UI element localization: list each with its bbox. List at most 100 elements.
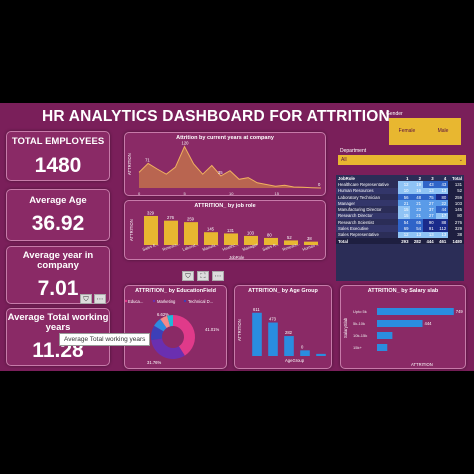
salary-slab-bar-chart: SalarySlab ATTRITION Upto 5k 749 5k-10k 444… bbox=[343, 308, 463, 367]
filter-icon[interactable]: ⛉ bbox=[80, 294, 92, 304]
bar[interactable] bbox=[377, 332, 393, 339]
value-cell: 21 bbox=[410, 200, 424, 207]
chart-title: ATTRITION_ by Salary slab bbox=[367, 288, 439, 294]
age-group-chart-panel[interactable]: ATTRITION_ by Age Group ATTRITION AgeGro… bbox=[234, 285, 332, 369]
column-header: 3 bbox=[423, 175, 436, 182]
bar[interactable] bbox=[316, 353, 326, 356]
tick-label: Manager bbox=[242, 242, 259, 252]
years-chart-panel[interactable]: Attrition by current years at company AT… bbox=[124, 132, 326, 196]
salary-slab-chart-panel[interactable]: ATTRITION_ by Salary slab SalarySlab ATT… bbox=[340, 285, 466, 369]
table-row[interactable]: Laboratory Technician 56 48 75 80 259 bbox=[336, 193, 464, 201]
column-header: 2 bbox=[410, 175, 424, 182]
data-label: 71 bbox=[145, 157, 150, 162]
table-row[interactable]: Manufacturing Director 15 23 37 44 145 bbox=[336, 206, 464, 213]
value-cell: 54 bbox=[410, 225, 424, 232]
donut-slice[interactable] bbox=[151, 338, 185, 359]
job-role-cell: Manager bbox=[336, 200, 398, 207]
education-chart-panel[interactable]: ATTRITION_ by EducationField Educa... Ma… bbox=[124, 285, 227, 369]
value-cell: 56 bbox=[397, 193, 411, 201]
focus-mode-icon[interactable]: ⛶ bbox=[197, 271, 209, 281]
data-label: 120 bbox=[182, 140, 190, 145]
chart-title: ATTRITION_ by EducationField bbox=[135, 288, 216, 294]
bar[interactable] bbox=[284, 240, 298, 245]
data-label: 0 bbox=[318, 182, 321, 187]
bar[interactable] bbox=[377, 344, 388, 351]
more-options-icon[interactable]: ⋯ bbox=[94, 294, 106, 304]
kpi-label: years bbox=[45, 322, 71, 333]
axis-label: SalarySlab bbox=[343, 317, 348, 338]
kpi-label: Average Age bbox=[29, 195, 87, 206]
column-header: 4 bbox=[435, 175, 449, 182]
more-options-icon[interactable]: ⋯ bbox=[212, 271, 224, 281]
table-row[interactable]: Sales Executive 69 54 91 112 329 bbox=[336, 225, 464, 232]
total-cell: 461 bbox=[439, 238, 447, 244]
kpi-average-age[interactable]: Average Age 36.92 bbox=[6, 189, 110, 241]
tick-label: Sales E... bbox=[142, 241, 160, 252]
value-cell: 12 bbox=[397, 231, 411, 238]
kpi-average-year[interactable]: Average year in company 7.01 bbox=[6, 246, 110, 304]
value-cell: 54 bbox=[397, 219, 411, 226]
bar[interactable] bbox=[377, 320, 423, 327]
data-label: 52 bbox=[287, 235, 292, 240]
column-header: 1 bbox=[397, 175, 411, 182]
gender-male-button[interactable]: Male bbox=[425, 118, 461, 145]
tooltip: Average Total working years bbox=[59, 333, 151, 346]
donut-slice[interactable] bbox=[173, 315, 195, 356]
value-cell: 21 bbox=[397, 200, 411, 207]
gender-female-button[interactable]: Female bbox=[389, 118, 425, 145]
total-cell: 444 bbox=[426, 238, 434, 244]
donut-slice[interactable] bbox=[151, 325, 164, 341]
value-cell: 37 bbox=[423, 206, 436, 213]
bar[interactable] bbox=[284, 336, 294, 356]
donut-slice[interactable] bbox=[154, 319, 167, 332]
legend-dot bbox=[152, 299, 156, 303]
kpi-value: 36.92 bbox=[31, 212, 85, 235]
tick-label: 0 bbox=[138, 191, 141, 196]
data-label: 259 bbox=[187, 217, 195, 222]
tick-label: 5k-10k bbox=[353, 321, 365, 326]
value-cell: 103 bbox=[448, 200, 464, 207]
bar[interactable] bbox=[252, 312, 262, 356]
axis-label: AgeGroup bbox=[285, 358, 305, 363]
department-dropdown[interactable]: All ⌄ bbox=[338, 155, 466, 165]
value-cell: 80 bbox=[435, 193, 449, 201]
bar[interactable] bbox=[224, 233, 238, 245]
table-row[interactable]: Healthcare Representative 12 19 43 43 131 bbox=[336, 181, 464, 188]
job-role-chart-panel[interactable]: ATTRITION_ by job role ATTRITION JobRole… bbox=[124, 200, 326, 260]
bar[interactable] bbox=[300, 350, 310, 356]
donut-slice[interactable] bbox=[160, 315, 171, 329]
job-role-matrix[interactable]: JobRole 1 2 3 4 Total Healthcare Represe… bbox=[336, 175, 464, 281]
value-cell: 17 bbox=[435, 212, 449, 220]
tick-label: Researc... bbox=[282, 241, 301, 252]
value-cell: 27 bbox=[423, 200, 436, 207]
bar[interactable] bbox=[377, 308, 454, 315]
job-role-bar-chart: ATTRITION JobRole 329 Sales E... 276 Resear… bbox=[129, 210, 320, 260]
donut-slice[interactable] bbox=[167, 315, 173, 327]
bar[interactable] bbox=[264, 237, 278, 245]
bar[interactable] bbox=[304, 241, 318, 245]
table-row[interactable]: Research Scientist 54 65 90 88 276 bbox=[336, 219, 464, 226]
table-row[interactable]: Research Director 15 21 27 17 80 bbox=[336, 212, 464, 220]
value-cell: 75 bbox=[423, 193, 436, 201]
bar[interactable] bbox=[204, 232, 218, 245]
value-cell: 13 bbox=[423, 231, 436, 238]
bar[interactable] bbox=[164, 220, 178, 245]
bar[interactable] bbox=[184, 222, 198, 245]
bar[interactable] bbox=[268, 322, 278, 356]
chevron-down-icon: ⌄ bbox=[458, 157, 463, 163]
legend-dot bbox=[183, 299, 187, 303]
kpi-total-employees[interactable]: TOTAL EMPLOYEES 1480 bbox=[6, 131, 110, 181]
job-role-cell: Laboratory Technician bbox=[336, 193, 398, 201]
total-cell: 293 bbox=[401, 238, 409, 244]
table-row[interactable]: Sales Representative 12 13 13 13 38 bbox=[336, 231, 464, 238]
kpi-label: Average year in bbox=[22, 250, 94, 261]
axis-label: ATTRITION bbox=[237, 319, 242, 341]
bar[interactable] bbox=[244, 235, 258, 245]
value-cell: 65 bbox=[410, 219, 424, 226]
table-row[interactable]: Manager 21 21 27 22 103 bbox=[336, 200, 464, 207]
filter-icon[interactable]: ⛉ bbox=[182, 271, 194, 281]
table-row[interactable]: Human Resources 10 16 13 13 52 bbox=[336, 187, 464, 194]
bar[interactable] bbox=[144, 215, 158, 245]
data-label: 276 bbox=[167, 215, 175, 220]
value-cell: 80 bbox=[448, 212, 464, 220]
